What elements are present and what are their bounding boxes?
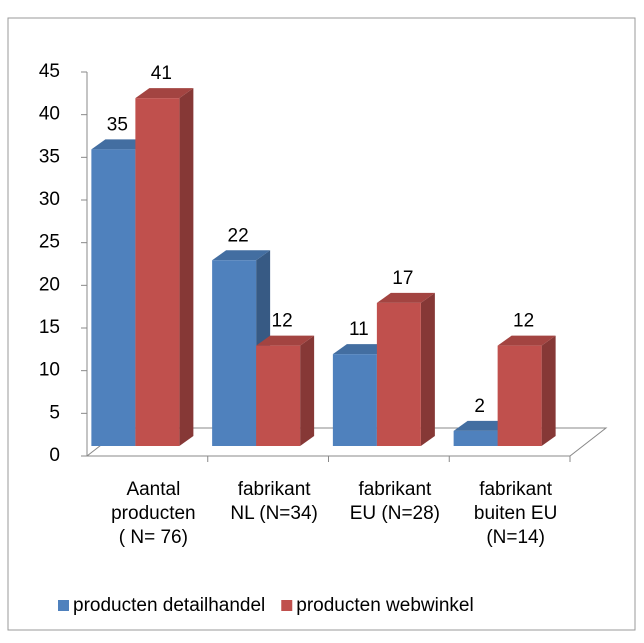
x-tick-label: fabrikant buiten EU (N=14) [474, 479, 557, 548]
legend-label: producten webwinkel [296, 595, 473, 616]
legend-swatch [281, 600, 293, 611]
data-label: 22 [228, 225, 249, 246]
bar-face [376, 302, 421, 446]
bar-face [420, 292, 435, 446]
bar-face [256, 345, 301, 446]
y-tick-label: 5 [49, 402, 60, 423]
data-label: 12 [513, 311, 534, 332]
bar-face [256, 335, 315, 346]
bar-face [300, 335, 315, 446]
bar-face [332, 344, 391, 355]
data-label: 35 [107, 114, 128, 135]
bar-face [212, 260, 257, 446]
bar [135, 88, 194, 446]
data-label: 11 [349, 319, 369, 340]
bar-face [541, 335, 556, 446]
y-tick-label: 40 [39, 104, 60, 125]
bar-face [212, 250, 271, 261]
bar-face [332, 354, 377, 446]
bar-face [135, 98, 180, 446]
bar [497, 335, 556, 446]
data-label: 12 [272, 311, 293, 332]
bar-face [179, 88, 194, 446]
y-tick-label: 15 [39, 317, 60, 338]
bar-face [453, 420, 512, 431]
legend-label: producten detailhandel [73, 595, 265, 616]
data-label: 41 [151, 63, 172, 84]
data-label: 2 [474, 396, 485, 417]
x-tick-label: Aantal producten( N= 76) [111, 479, 196, 548]
y-tick-label: 35 [39, 146, 60, 167]
y-tick-label: 25 [39, 232, 60, 253]
legend-swatch [58, 600, 69, 611]
data-label: 17 [392, 268, 413, 289]
y-tick-label: 30 [39, 189, 60, 210]
bar-face [453, 430, 498, 446]
bar [256, 335, 315, 446]
bar-face [376, 292, 435, 303]
y-tick-label: 10 [39, 360, 60, 381]
x-tick-label: fabrikant NL (N=34) [230, 479, 317, 524]
bar [376, 292, 435, 446]
y-tick-label: 0 [49, 445, 60, 466]
y-tick-label: 20 [39, 274, 60, 295]
bar-face [497, 335, 556, 346]
bar-face [91, 149, 136, 447]
bar-face [135, 88, 194, 99]
y-tick-label: 45 [39, 61, 60, 82]
bar-face [91, 139, 150, 150]
bar-face [497, 345, 542, 446]
x-tick-label: fabrikant EU (N=28) [350, 479, 440, 524]
